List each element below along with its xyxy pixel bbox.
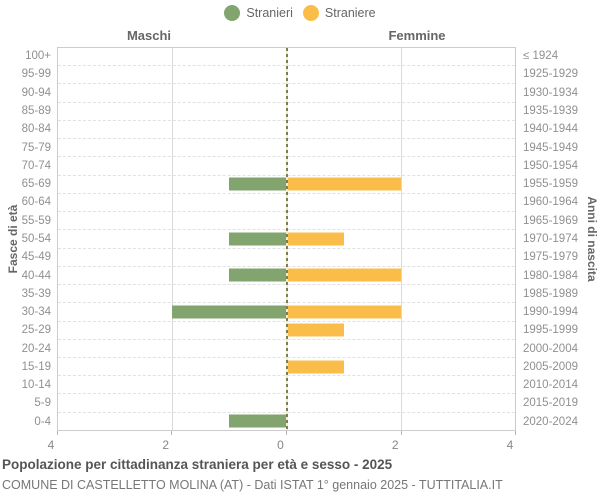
footer: Popolazione per cittadinanza straniera p… xyxy=(2,455,598,495)
gridline-vertical xyxy=(172,48,174,430)
age-label: 65-69 xyxy=(21,178,51,191)
bar-maschi-30-34 xyxy=(172,305,287,319)
age-label: 40-44 xyxy=(21,269,51,282)
birth-year-label: 2005-2009 xyxy=(523,360,578,373)
age-label: 70-74 xyxy=(21,159,51,172)
year-labels: ≤ 1924 1925-1929 1930-1934 1935-1939 1940-19… xyxy=(523,47,599,431)
header-femmine: Femmine xyxy=(388,28,446,43)
x-tick-label: 4 xyxy=(47,438,55,452)
age-label: 20-24 xyxy=(21,342,51,355)
age-label: 85-89 xyxy=(21,104,51,117)
bar-maschi-65-69 xyxy=(229,177,287,191)
birth-year-label: 1990-1994 xyxy=(523,306,578,319)
bar-femmine-50-54 xyxy=(286,232,344,246)
x-tick-label: 2 xyxy=(391,438,399,452)
bar-femmine-65-69 xyxy=(286,177,401,191)
x-tick-label: 2 xyxy=(162,438,170,452)
legend-item-stranieri: Stranieri xyxy=(224,5,293,21)
age-label: 55-59 xyxy=(21,214,51,227)
age-label: 15-19 xyxy=(21,360,51,373)
age-labels: 100+ 95-99 90-94 85-89 80-84 75-79 70-74 65-69 6… xyxy=(0,47,51,431)
chart-row-0-4 xyxy=(58,413,515,430)
tick-mark xyxy=(286,431,287,435)
plot-area xyxy=(57,47,516,431)
age-label: 10-14 xyxy=(21,379,51,392)
legend-item-straniere: Straniere xyxy=(302,5,376,21)
age-label: 60-64 xyxy=(21,196,51,209)
legend-label: Straniere xyxy=(324,6,376,20)
birth-year-label: 1955-1959 xyxy=(523,178,578,191)
age-label: 0-4 xyxy=(34,415,51,428)
y-axis-title-left: Fasce di età xyxy=(6,204,20,274)
tick-mark xyxy=(515,431,516,435)
birth-year-label: 2010-2014 xyxy=(523,379,578,392)
age-label: 80-84 xyxy=(21,123,51,136)
birth-year-label: 1945-1949 xyxy=(523,141,578,154)
bar-maschi-50-54 xyxy=(229,232,287,246)
gridline-vertical xyxy=(400,48,402,430)
x-tick-label: 0 xyxy=(277,438,284,452)
legend: Stranieri Straniere xyxy=(0,5,600,21)
age-label: 35-39 xyxy=(21,287,51,300)
birth-year-label: 1995-1999 xyxy=(523,324,578,337)
tick-mark xyxy=(401,431,402,435)
birth-year-label: 1970-1974 xyxy=(523,232,578,245)
age-label: 30-34 xyxy=(21,306,51,319)
header-maschi: Maschi xyxy=(126,28,172,43)
zero-axis-line xyxy=(285,48,288,430)
bar-femmine-40-44 xyxy=(286,268,401,282)
age-label: 5-9 xyxy=(34,397,51,410)
birth-year-label: 1950-1954 xyxy=(523,159,578,172)
legend-label: Stranieri xyxy=(246,6,293,20)
tick-mark xyxy=(57,431,58,435)
bar-femmine-30-34 xyxy=(286,305,401,319)
age-label: 50-54 xyxy=(21,232,51,245)
birth-year-label: ≤ 1924 xyxy=(523,50,559,63)
age-label: 95-99 xyxy=(21,68,51,81)
y-axis-title-right: Anni di nascita xyxy=(585,196,599,282)
legend-swatch xyxy=(302,5,319,21)
age-label: 45-49 xyxy=(21,251,51,264)
age-label: 100+ xyxy=(25,50,51,63)
birth-year-label: 2000-2004 xyxy=(523,342,578,355)
legend-swatch xyxy=(224,5,241,21)
x-axis-labels: 4 2 0 2 4 xyxy=(48,438,516,454)
bar-maschi-40-44 xyxy=(229,268,287,282)
age-label: 25-29 xyxy=(21,324,51,337)
birth-year-label: 1940-1944 xyxy=(523,123,578,136)
tick-mark xyxy=(171,431,172,435)
chart-title: Popolazione per cittadinanza straniera p… xyxy=(2,457,393,472)
birth-year-label: 1975-1979 xyxy=(523,251,578,264)
age-label: 90-94 xyxy=(21,86,51,99)
bar-femmine-25-29 xyxy=(286,323,344,337)
x-tick-label: 4 xyxy=(506,438,514,452)
chart-source: COMUNE DI CASTELLETTO MOLINA (AT) - Dati… xyxy=(2,478,503,492)
bar-femmine-15-19 xyxy=(286,360,344,374)
age-label: 75-79 xyxy=(21,141,51,154)
birth-year-label: 1935-1939 xyxy=(523,104,578,117)
birth-year-label: 2020-2024 xyxy=(523,415,578,428)
birth-year-label: 1985-1989 xyxy=(523,287,578,300)
birth-year-label: 1930-1934 xyxy=(523,86,578,99)
birth-year-label: 1965-1969 xyxy=(523,214,578,227)
birth-year-label: 1980-1984 xyxy=(523,269,578,282)
birth-year-label: 1925-1929 xyxy=(523,68,578,81)
birth-year-label: 1960-1964 xyxy=(523,196,578,209)
bar-maschi-0-4 xyxy=(229,414,287,428)
birth-year-label: 2015-2019 xyxy=(523,397,578,410)
